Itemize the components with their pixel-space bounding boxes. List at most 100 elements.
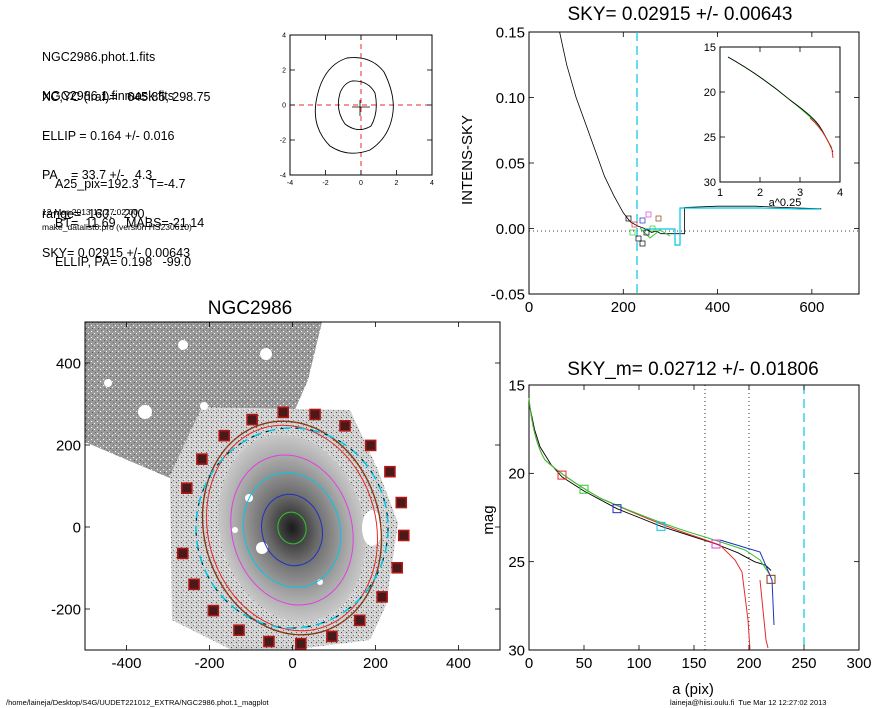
sky-box: [277, 406, 290, 419]
x-tick-label: 400: [446, 655, 471, 672]
x-tick-label: 0: [525, 655, 533, 672]
x-tick-label: 600: [799, 299, 824, 316]
sky-ellipse-black: [195, 427, 389, 629]
x-tick-label: 3: [797, 187, 803, 199]
y-tick-label: 4: [282, 32, 286, 39]
mag-profile-blue: [719, 539, 775, 626]
image-title: NGC2986: [208, 298, 293, 319]
sky-point: [629, 229, 636, 236]
y-tick-label: 0.00: [496, 221, 525, 238]
contour-panel: -4 -2 0 2 4 -4 -2 0 2 4: [280, 32, 434, 187]
sky-box: [207, 604, 220, 617]
sky-box: [196, 453, 208, 465]
contour-outer: [314, 57, 394, 154]
sky-profile-cyan: [645, 207, 820, 246]
sky-boxes: [176, 406, 410, 650]
masked-star: [178, 340, 188, 350]
sky-profile-line: [559, 31, 822, 235]
info-galaxy-block: A25_pix=192.3 T=-4.7 BT= 11.69 MABS=-21.…: [55, 152, 204, 282]
x-tick-label: 200: [736, 655, 761, 672]
y-tick-label: 25: [704, 132, 716, 144]
sky-profile-green: [639, 227, 671, 239]
info-a25: A25_pix=192.3 T=-4.7: [55, 177, 186, 191]
sky-point: [635, 235, 642, 242]
masked-star: [200, 402, 208, 410]
x-tick-label: -4: [287, 180, 293, 187]
y-tick-label: 30: [508, 642, 525, 659]
mag-vlines: [704, 385, 805, 650]
mag-squares: [557, 470, 776, 584]
info-mask-file: NGC2986.1.finmask.fits: [42, 89, 174, 103]
sky-inset: a^0.25 1 2 3 4 15 20 25 30: [704, 42, 843, 209]
mag-ticks: 0 50 100 150 200 250 300 15 20 25 30: [508, 377, 871, 672]
inset-ticks: 1 2 3 4 15 20 25 30: [704, 42, 843, 199]
mag-profile-line: [528, 402, 772, 571]
sky-point: [631, 221, 638, 228]
sky-box: [364, 439, 377, 452]
inset-xlabel: a^0.25: [769, 197, 802, 209]
sky-box: [353, 614, 366, 627]
x-tick-label: 4: [837, 187, 843, 199]
y-tick-label: -2: [280, 137, 286, 144]
sky-point: [645, 211, 652, 218]
x-tick-label: 150: [681, 655, 706, 672]
footer-user: laineja@hiisi.oulu.fi Tue Mar 12 12:27:0…: [670, 698, 827, 707]
y-tick-label: -0.05: [491, 286, 525, 303]
isophote-brown: [201, 420, 383, 636]
isophote-blue: [261, 493, 323, 567]
sky-point: [639, 240, 646, 247]
sky-box: [188, 578, 200, 591]
info-center: XC,YC (iraf)= 645.85, 298.75: [42, 90, 211, 104]
sky-box: [180, 482, 193, 495]
x-tick-label: 0: [359, 180, 363, 187]
info-program: make_datalist0.pro (version HS230610): [42, 222, 192, 232]
isophote-cyan: [242, 472, 342, 588]
info-bt: BT= 11.69 MABS=-21.14: [55, 216, 205, 230]
sky-scatter: [625, 211, 662, 247]
x-tick-label: 250: [791, 655, 816, 672]
y-tick-label: 20: [508, 466, 525, 483]
y-tick-label: 0: [282, 102, 286, 109]
sky-box: [395, 496, 408, 509]
y-tick-label: 0: [73, 519, 81, 536]
sky-title: SKY= 0.02915 +/- 0.00643: [567, 4, 792, 25]
x-tick-label: 1: [717, 187, 723, 199]
sky-box: [397, 529, 410, 542]
inset-frame: [719, 46, 841, 183]
mag-profile-red: [528, 397, 751, 651]
sky-box: [294, 637, 307, 650]
info-pa: PA = 33.7 +/- 4.3: [42, 168, 153, 182]
y-tick-label: -4: [280, 172, 286, 179]
mag-profile-green: [528, 397, 771, 576]
info-date: 12-Mar-2013 12:27:02.00: [42, 207, 138, 217]
x-tick-label: 50: [576, 655, 593, 672]
sky-ticks: 0 200 400 600 -0.05 0.00 0.05 0.10 0.15: [491, 24, 859, 316]
isophote-magenta: [230, 454, 354, 606]
x-tick-label: 2: [757, 187, 763, 199]
masked-star: [104, 379, 112, 387]
x-tick-label: -2: [322, 180, 328, 187]
mag-xlabel: a (pix): [672, 681, 714, 698]
info-ellip-pa: ELLIP, PA= 0.198 -99.0: [55, 255, 192, 269]
y-tick-label: 0.05: [496, 155, 525, 172]
inset-curve-red: [809, 117, 834, 159]
masked-star: [138, 405, 152, 419]
y-tick-label: 2: [282, 67, 286, 74]
x-tick-label: 2: [395, 180, 399, 187]
sky-box: [233, 624, 245, 636]
x-tick-label: 400: [705, 299, 730, 316]
y-tick-label: 200: [56, 437, 81, 454]
y-tick-label: 15: [508, 377, 525, 394]
sky-box: [176, 547, 189, 560]
sky-box: [391, 561, 404, 574]
sky-box: [376, 591, 388, 603]
mag-frame: [528, 384, 860, 651]
image-panel: NGC2986 -400 -200 0 200 400 -200: [51, 298, 501, 672]
sky-box: [326, 630, 338, 643]
y-tick-label: 25: [508, 554, 525, 571]
sky-box: [339, 420, 351, 432]
mag-marker: [579, 484, 589, 494]
mag-marker: [612, 504, 622, 514]
y-tick-label: 0.15: [496, 24, 525, 41]
